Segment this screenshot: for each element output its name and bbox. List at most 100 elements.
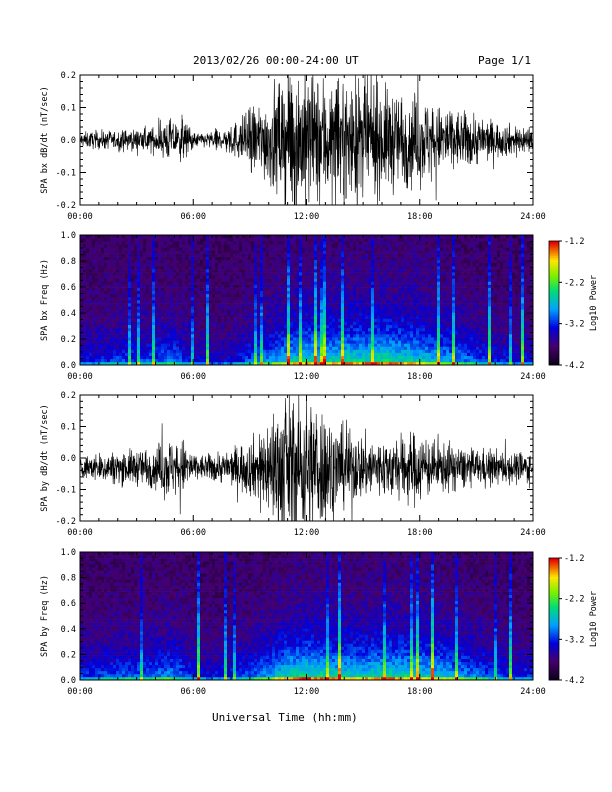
panel-2-heat-cell: [149, 349, 153, 353]
panel-2-heat-cell: [206, 244, 210, 248]
panel-2-heat-cell: [116, 272, 120, 276]
panel-2-heat-cell: [140, 287, 144, 292]
panel-2-heat-cell: [203, 352, 207, 357]
panel-2-heat-cell: [386, 352, 390, 357]
panel-2-heat-cell: [152, 287, 156, 292]
panel-2-heat-cell: [242, 238, 246, 242]
panel-2-heat-cell: [89, 290, 93, 295]
panel-2-heat-cell: [125, 312, 129, 316]
panel-2-heat-cell: [410, 358, 414, 363]
panel-2-heat-cell: [242, 327, 246, 332]
panel-2-heat-cell: [197, 278, 201, 282]
panel-2-heat-cell: [371, 327, 375, 332]
panel-2-heat-cell: [197, 275, 201, 279]
panel-2-heat-cell: [215, 253, 219, 257]
panel-2-heat-cell: [161, 265, 165, 270]
panel-2-heat-cell: [347, 361, 351, 366]
panel-2-heat-cell: [197, 281, 201, 285]
panel-2-heat-cell: [341, 337, 345, 341]
panel-2-heat-cell: [182, 303, 186, 307]
panel-2-heat-cell: [155, 256, 159, 261]
panel-2-heat-cell: [362, 309, 366, 313]
panel-2-heat-cell: [116, 355, 120, 360]
panel-2-heat-cell: [137, 309, 141, 313]
panel-2-heat-cell: [212, 256, 216, 261]
panel-2-heat-cell: [278, 272, 282, 276]
panel-2-heat-cell: [332, 281, 336, 285]
panel-2-heat-cell: [239, 309, 243, 313]
panel-2-heat-cell: [269, 327, 273, 332]
panel-2-heat-cell: [422, 337, 426, 341]
panel-2-heat-cell: [272, 278, 276, 282]
panel-2-heat-cell: [407, 358, 411, 363]
panel-2-heat-cell: [350, 278, 354, 282]
panel-2-heat-cell: [332, 284, 336, 288]
panel-2-heat-cell: [254, 355, 258, 360]
panel-2-heat-cell: [395, 358, 399, 363]
panel-2-heat-cell: [329, 296, 333, 301]
panel-2-heat-cell: [215, 303, 219, 307]
panel-2-heat-cell: [173, 238, 177, 242]
panel-2-heat-cell: [143, 358, 147, 363]
panel-2-heat-cell: [380, 262, 384, 267]
panel-2-heat-cell: [101, 340, 105, 344]
panel-2-heat-cell: [248, 278, 252, 282]
panel-2-heat-cell: [185, 352, 189, 357]
panel-2-heat-cell: [386, 346, 390, 350]
panel-2-heat-cell: [155, 284, 159, 288]
panel-2-heat-cell: [329, 340, 333, 344]
panel-2-heat-cell: [338, 269, 342, 273]
panel-2-heat-cell: [233, 293, 237, 298]
panel-2-heat-cell: [347, 303, 351, 307]
panel-2-heat-cell: [101, 247, 105, 251]
panel-2-heat-cell: [380, 265, 384, 270]
panel-2-heat-cell: [137, 306, 141, 310]
panel-2-heat-cell: [323, 358, 327, 363]
panel-2-heat-cell: [239, 244, 243, 248]
panel-2-heat-cell: [155, 337, 159, 341]
panel-2-heat-cell: [374, 334, 378, 338]
panel-2-heat-cell: [329, 253, 333, 257]
panel-2-heat-cell: [413, 312, 417, 316]
panel-2-heat-cell: [197, 269, 201, 273]
panel-2-heat-cell: [203, 247, 207, 251]
panel-2-heat-cell: [314, 241, 318, 245]
panel-2-heat-cell: [194, 324, 198, 329]
panel-2-heat-cell: [284, 315, 288, 319]
panel-2-heat-cell: [350, 361, 354, 366]
panel-2-heat-cell: [269, 340, 273, 344]
panel-2-heat-cell: [122, 281, 126, 285]
panel-2-heat-cell: [284, 278, 288, 282]
panel-2-heat-cell: [254, 303, 258, 307]
panel-2-heat-cell: [386, 312, 390, 316]
panel-2-heat-cell: [320, 253, 324, 257]
panel-2-heat-cell: [206, 281, 210, 285]
panel-2-heat-cell: [227, 265, 231, 270]
panel-2-heat-cell: [353, 241, 357, 245]
panel-2-heat-cell: [347, 293, 351, 298]
panel-2-heat-cell: [422, 241, 426, 245]
panel-2-heat-cell: [194, 330, 198, 335]
panel-2-heat-cell: [188, 247, 192, 251]
panel-2-heat-cell: [176, 309, 180, 313]
panel-2-heat-cell: [122, 253, 126, 257]
panel-2-heat-cell: [287, 256, 291, 261]
panel-2-heat-cell: [341, 349, 345, 353]
panel-2-heat-cell: [191, 330, 195, 335]
panel-2-heat-cell: [284, 293, 288, 298]
panel-2-heat-cell: [305, 244, 309, 248]
panel-2-heat-cell: [287, 293, 291, 298]
panel-2-heat-cell: [248, 330, 252, 335]
panel-2-heat-cell: [92, 315, 96, 319]
panel-2-heat-cell: [161, 321, 165, 326]
panel-2-heat-cell: [383, 238, 387, 242]
panel-2-heat-cell: [233, 241, 237, 245]
panel-2-heat-cell: [203, 250, 207, 254]
panel-2-heat-cell: [413, 303, 417, 307]
panel-2-heat-cell: [203, 330, 207, 335]
panel-2-heat-cell: [401, 321, 405, 326]
panel-2-heat-cell: [329, 250, 333, 254]
panel-2-heat-cell: [143, 253, 147, 257]
panel-2-heat-cell: [299, 324, 303, 329]
panel-2-heat-cell: [209, 253, 213, 257]
